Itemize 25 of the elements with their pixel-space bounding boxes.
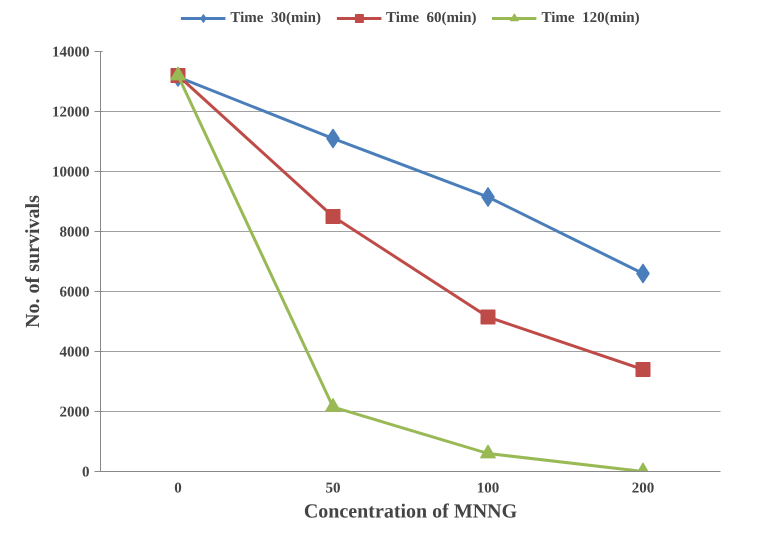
y-tick-label: 12000: [52, 104, 90, 120]
x-tick-label: 100: [476, 480, 500, 496]
legend-label: Time 30(min): [230, 10, 321, 26]
point: [326, 209, 340, 224]
x-axis-title: Concentration of MNNG: [304, 500, 518, 522]
x-tick-label: 0: [174, 480, 182, 496]
y-axis-title: No. of survivals: [22, 194, 44, 328]
y-tick-label: 6000: [60, 284, 90, 300]
y-tick-label: 8000: [60, 224, 90, 240]
point: [480, 310, 496, 324]
point: [481, 187, 495, 207]
y-tick-label: 0: [82, 464, 90, 480]
point: [325, 398, 341, 412]
legend-label: Time 120(min): [542, 10, 640, 26]
x-tick-label: 50: [326, 480, 340, 496]
point: [636, 264, 650, 284]
y-tick-label: 10000: [52, 164, 90, 180]
y-tick-label: 2000: [60, 404, 90, 420]
point: [480, 444, 496, 458]
y-tick-label: 4000: [60, 344, 90, 360]
y-tick-label: 14000: [52, 44, 90, 60]
legend-label: Time 60(min): [386, 10, 477, 26]
x-tick-label: 200: [632, 480, 654, 496]
point: [326, 128, 340, 148]
point: [636, 362, 650, 377]
